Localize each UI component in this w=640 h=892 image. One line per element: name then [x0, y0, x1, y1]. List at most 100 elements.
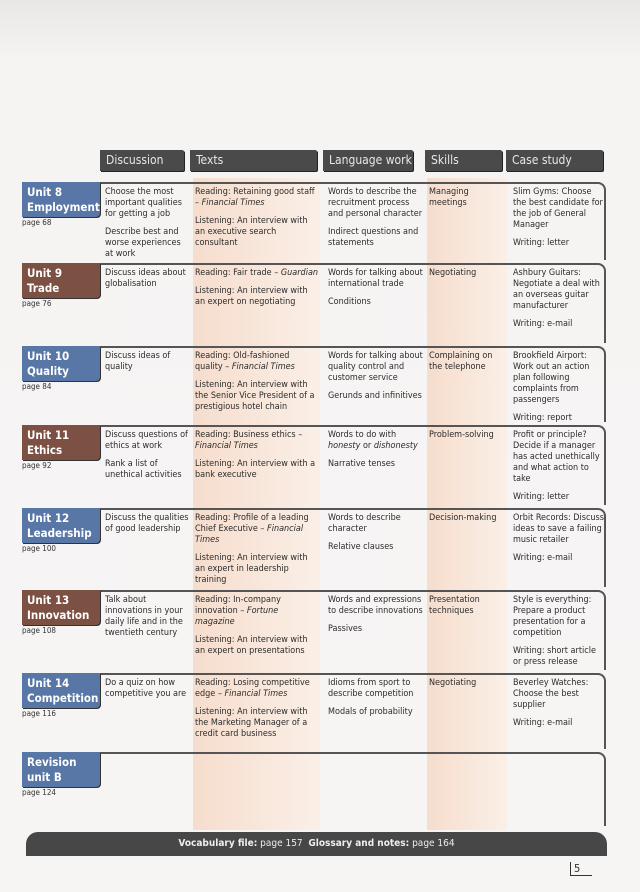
cell-paragraph: Relative clauses	[328, 542, 426, 553]
unit-title-line: Unit 14	[27, 676, 70, 690]
unit-row	[98, 752, 606, 826]
skills-cell: Managing meetings	[429, 187, 505, 216]
case-cell: Orbit Records: Discuss ideas to save a f…	[513, 513, 605, 571]
cell-paragraph: Writing: e-mail	[513, 718, 605, 729]
cell-paragraph: Discuss ideas of quality	[105, 351, 191, 373]
cell-paragraph: Talk about innovations in your daily lif…	[105, 595, 191, 639]
cell-paragraph: Listening: An interview with a bank exec…	[195, 459, 319, 481]
cell-text: Writing: letter	[513, 238, 570, 248]
unit-title-line: Unit 8	[27, 185, 63, 199]
cell-paragraph: Words to describe the recruitment proces…	[328, 187, 426, 220]
skills-cell: Decision-making	[429, 513, 505, 531]
unit-label[interactable]: Revision unit B	[22, 752, 100, 787]
cell-paragraph: Writing: e-mail	[513, 553, 605, 564]
unit-page: page 92	[22, 461, 52, 470]
cell-text: Narrative tenses	[328, 459, 395, 469]
cell-text: Listening: An interview with a bank exec…	[195, 459, 316, 480]
header-skills: Skills	[425, 150, 502, 171]
cell-text: Discuss ideas of quality	[105, 351, 171, 372]
discussion-cell: Choose the most important qualities for …	[105, 187, 191, 267]
skills-column-shade	[427, 178, 507, 830]
source-title: Guardian	[280, 268, 319, 278]
unit-label[interactable]: Unit 9 Trade	[22, 263, 100, 298]
unit-label[interactable]: Unit 10 Quality	[22, 346, 100, 381]
texts-column-shade	[193, 178, 320, 830]
language-cell: Words for talking about quality control …	[328, 351, 426, 409]
unit-label[interactable]: Unit 14 Competition	[22, 673, 100, 708]
cell-paragraph: Orbit Records: Discuss ideas to save a f…	[513, 513, 605, 546]
language-cell: Words to describe character Relative clau…	[328, 513, 426, 560]
unit-label[interactable]: Unit 13 Innovation	[22, 590, 100, 625]
source-title: Financial Times	[224, 689, 288, 699]
cell-paragraph: Slim Gyms: Choose the best candidate for…	[513, 187, 605, 231]
cell-text: Brookfield Airport: Work out an action p…	[513, 351, 590, 405]
texts-cell: Reading: Business ethics – Financial Tim…	[195, 430, 319, 488]
cell-text: Words to describe character	[328, 513, 401, 534]
header-discussion: Discussion	[100, 150, 184, 171]
cell-paragraph: Words to do with honesty or dishonesty	[328, 430, 426, 452]
source-title: Financial Times	[195, 441, 258, 451]
page-number: 5	[570, 862, 593, 876]
unit-page: page 76	[22, 299, 52, 308]
cell-paragraph: Managing meetings	[429, 187, 505, 209]
vocab-label: Vocabulary file:	[178, 838, 258, 849]
unit-title-line: Innovation	[27, 608, 90, 622]
case-cell: Brookfield Airport: Work out an action p…	[513, 351, 605, 431]
cell-text: Negotiating	[429, 268, 477, 278]
cell-paragraph: Rank a list of unethical activities	[105, 459, 191, 481]
cell-text: Modals of probability	[328, 707, 413, 717]
discussion-cell: Discuss ideas about globalisation	[105, 268, 191, 297]
texts-cell: Reading: Old-fashioned quality – Financi…	[195, 351, 319, 420]
cell-text: Discuss questions of ethics at work	[105, 430, 188, 451]
unit-title-line: Unit 9	[27, 266, 63, 280]
unit-label[interactable]: Unit 12 Leadership	[22, 508, 100, 543]
cell-text: Writing: report	[513, 413, 572, 423]
skills-cell: Negotiating	[429, 268, 505, 286]
cell-text: Discuss ideas about globalisation	[105, 268, 186, 289]
unit-title-line: Employment	[27, 200, 100, 214]
unit-page: page 124	[22, 788, 56, 797]
cell-paragraph: Modals of probability	[328, 707, 426, 718]
cell-paragraph: Style is everything: Prepare a product p…	[513, 595, 605, 639]
language-cell: Words to describe the recruitment proces…	[328, 187, 426, 256]
cell-text: or	[360, 441, 374, 451]
unit-label[interactable]: Unit 8 Employment	[22, 182, 100, 217]
unit-page: page 68	[22, 218, 52, 227]
cell-text: Relative clauses	[328, 542, 394, 552]
unit-title-line: Competition	[27, 691, 99, 705]
unit-title-line: Trade	[27, 281, 60, 295]
unit-title-line: Unit 12	[27, 511, 70, 525]
cell-text: Ashbury Guitars: Negotiate a deal with a…	[513, 268, 600, 311]
unit-row	[98, 263, 606, 343]
unit-label[interactable]: Unit 11 Ethics	[22, 425, 100, 460]
texts-cell: Reading: Retaining good staff – Financia…	[195, 187, 319, 256]
language-cell: Words to do with honesty or dishonesty Na…	[328, 430, 426, 477]
cell-text: Problem-solving	[429, 430, 494, 440]
cell-text: Style is everything: Prepare a product p…	[513, 595, 592, 638]
unit-row	[98, 182, 606, 260]
cell-paragraph: Writing: e-mail	[513, 319, 605, 330]
cell-text: Writing: e-mail	[513, 718, 573, 728]
skills-cell: Presentation techniques	[429, 595, 505, 624]
discussion-cell: Discuss the qualities of good leadership	[105, 513, 191, 542]
unit-page: page 84	[22, 382, 52, 391]
discussion-cell: Discuss ideas of quality	[105, 351, 191, 380]
glossary-label: Glossary and notes:	[308, 838, 410, 849]
header-language-work: Language work	[323, 150, 413, 171]
cell-text: Reading: Losing competitive edge –	[195, 678, 310, 699]
language-cell: Words for talking about international tr…	[328, 268, 426, 315]
cell-paragraph: Brookfield Airport: Work out an action p…	[513, 351, 605, 406]
cell-text: Orbit Records: Discuss ideas to save a f…	[513, 513, 604, 545]
cell-text: Beverley Watches: Choose the best suppli…	[513, 678, 589, 710]
case-cell: Beverley Watches: Choose the best suppli…	[513, 678, 605, 736]
cell-paragraph: Negotiating	[429, 268, 505, 279]
cell-paragraph: Reading: Retaining good staff – Financia…	[195, 187, 319, 209]
cell-text: Words to describe the recruitment proces…	[328, 187, 423, 219]
cell-paragraph: Discuss the qualities of good leadership	[105, 513, 191, 535]
cell-paragraph: Words and expressions to describe innova…	[328, 595, 426, 617]
unit-title-line: Leadership	[27, 526, 92, 540]
vocab-page: page 157	[260, 838, 303, 849]
discussion-cell: Discuss questions of ethics at work Rank …	[105, 430, 191, 488]
cell-text: Writing: short article or press release	[513, 646, 596, 667]
cell-text: Conditions	[328, 297, 371, 307]
